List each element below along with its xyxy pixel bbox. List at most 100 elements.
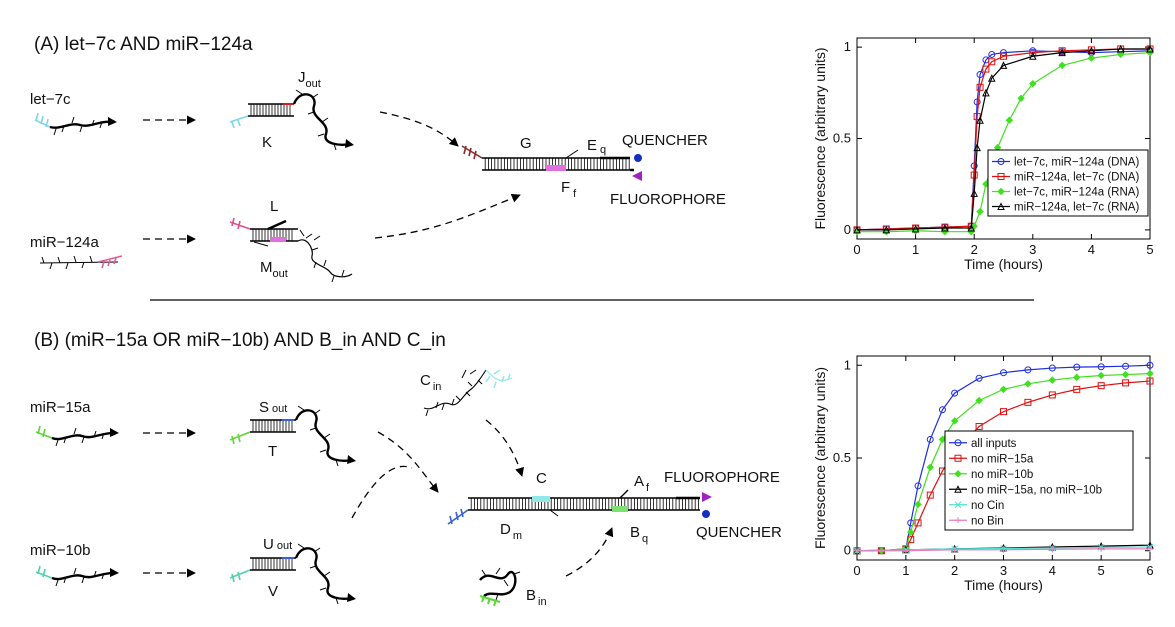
series-0-point	[1073, 363, 1081, 371]
series-3-point	[1087, 46, 1096, 55]
fluorophore-label-b: FLUOROPHORE	[664, 469, 780, 486]
chart-b: 0 1 2 3 4 5 6 0 0.5 1 Time (hours) Fluorescence (ar…	[812, 355, 1154, 593]
series-0-point	[1024, 366, 1032, 374]
series-0-point	[938, 406, 946, 414]
arrow-b6	[565, 527, 614, 577]
legend-entry: miR−124a, let−7c (RNA)	[1014, 202, 1139, 214]
fluorophore-triangle-b	[702, 492, 712, 502]
gate-k-label: K	[262, 134, 272, 151]
series-0-point	[954, 439, 962, 447]
series-3-point	[853, 225, 861, 234]
fluorophore-label: FLUOROPHORE	[610, 191, 726, 208]
series-line-1	[856, 48, 1150, 231]
reporter-c-label: C	[536, 470, 547, 487]
x-tick-label: 4	[1049, 563, 1056, 578]
legend-box	[987, 149, 1149, 217]
series-0-point	[973, 98, 981, 106]
series-1-point	[976, 83, 984, 91]
legend-entry: no miR−15a	[971, 453, 1034, 465]
series-3-point	[999, 61, 1008, 69]
series-1-point	[997, 173, 1005, 180]
legend-entry: all inputs	[971, 438, 1017, 450]
x-tick-label: 0	[853, 242, 860, 257]
cin-strand	[423, 369, 513, 417]
quencher-dot	[634, 154, 642, 162]
gate-t-label: T	[268, 443, 277, 460]
quencher-label-b: QUENCHER	[696, 524, 782, 541]
x-tick-label: 2	[971, 242, 978, 257]
series-1-point	[926, 491, 934, 499]
series-1-point	[954, 454, 962, 462]
x-tick-label: 3	[1029, 242, 1036, 257]
y-tick-label: 0.5	[833, 131, 851, 146]
fluorophore-triangle	[632, 171, 642, 181]
series-2-point	[1116, 50, 1125, 59]
series-0-point	[1122, 362, 1130, 370]
series-2-point	[950, 417, 959, 425]
series-2-point	[1024, 380, 1032, 388]
reporter-g-label: G	[520, 135, 532, 152]
series-2-point	[999, 385, 1008, 394]
y-axis-label: Fluorescence (arbitrary units)	[812, 47, 828, 229]
series-1-point	[1000, 408, 1007, 416]
legend-entry: let−7c, miR−124a (RNA)	[1014, 187, 1139, 199]
series-3-point	[987, 74, 996, 82]
series-4-point	[954, 501, 962, 509]
series-3-point	[967, 223, 976, 232]
panel-b-title: (B) (miR−15a OR miR−10b) AND B_in AND C_…	[34, 330, 446, 351]
arrow-a4	[374, 193, 521, 239]
x-tick-label: 3	[1000, 563, 1007, 578]
arrow-b4	[351, 465, 413, 519]
gate-v-label: V	[268, 583, 278, 600]
series-0-point	[975, 374, 983, 382]
series-2-point	[1017, 94, 1025, 103]
series-1-point	[988, 58, 996, 66]
x-axis-label: Time (hours)	[964, 256, 1043, 272]
series-line-3	[857, 48, 1150, 231]
legend-entry: no miR−10b	[971, 469, 1033, 481]
series-1-point	[1000, 52, 1007, 60]
series-0-point	[1146, 361, 1154, 369]
series-2-point	[938, 435, 947, 444]
series-1-point	[975, 422, 983, 430]
series-1-point	[1122, 379, 1130, 387]
series-0-point	[1000, 49, 1007, 57]
series-0-point	[1097, 363, 1105, 371]
series-3-point	[1116, 44, 1125, 53]
series-5-point	[951, 546, 958, 553]
reporter-b	[447, 489, 712, 525]
y-tick-label: 0	[844, 222, 851, 237]
x-tick-label: 0	[853, 563, 860, 578]
y-axis-label: Fluorescence (arbitrary units)	[812, 367, 828, 549]
reporter-a	[461, 145, 642, 181]
x-tick-label: 1	[902, 563, 909, 578]
x-tick-label: 2	[951, 563, 958, 578]
series-1-point	[1048, 391, 1056, 399]
x-tick-label: 5	[1146, 242, 1153, 257]
series-1-point	[914, 519, 922, 527]
gate-jout-label: Jout	[298, 69, 321, 90]
quencher-dot-b	[702, 510, 710, 518]
series-0-point	[988, 50, 996, 58]
mir15a-strand	[35, 425, 119, 447]
gate-l-mout	[229, 217, 353, 283]
chart-a: 0 1 2 3 4 5 0 0.5 1 Time (hours) Fluorescence (arb…	[812, 37, 1154, 272]
series-2-point	[926, 463, 934, 471]
legend-entry: miR−124a, let−7c (DNA)	[1014, 172, 1139, 184]
series-1-point	[907, 536, 915, 544]
series-5-point	[1147, 545, 1153, 552]
input-let7c-label: let−7c	[30, 91, 71, 108]
series-0-point	[951, 389, 959, 397]
series-5-point	[955, 517, 961, 524]
y-tick-label: 0	[844, 543, 851, 558]
series-3-point	[1146, 44, 1154, 53]
series-2-point	[907, 528, 915, 536]
series-3-point	[911, 224, 920, 233]
y-tick-label: 1	[844, 357, 851, 372]
series-0-point	[997, 158, 1005, 165]
mir124a-strand	[39, 255, 123, 270]
